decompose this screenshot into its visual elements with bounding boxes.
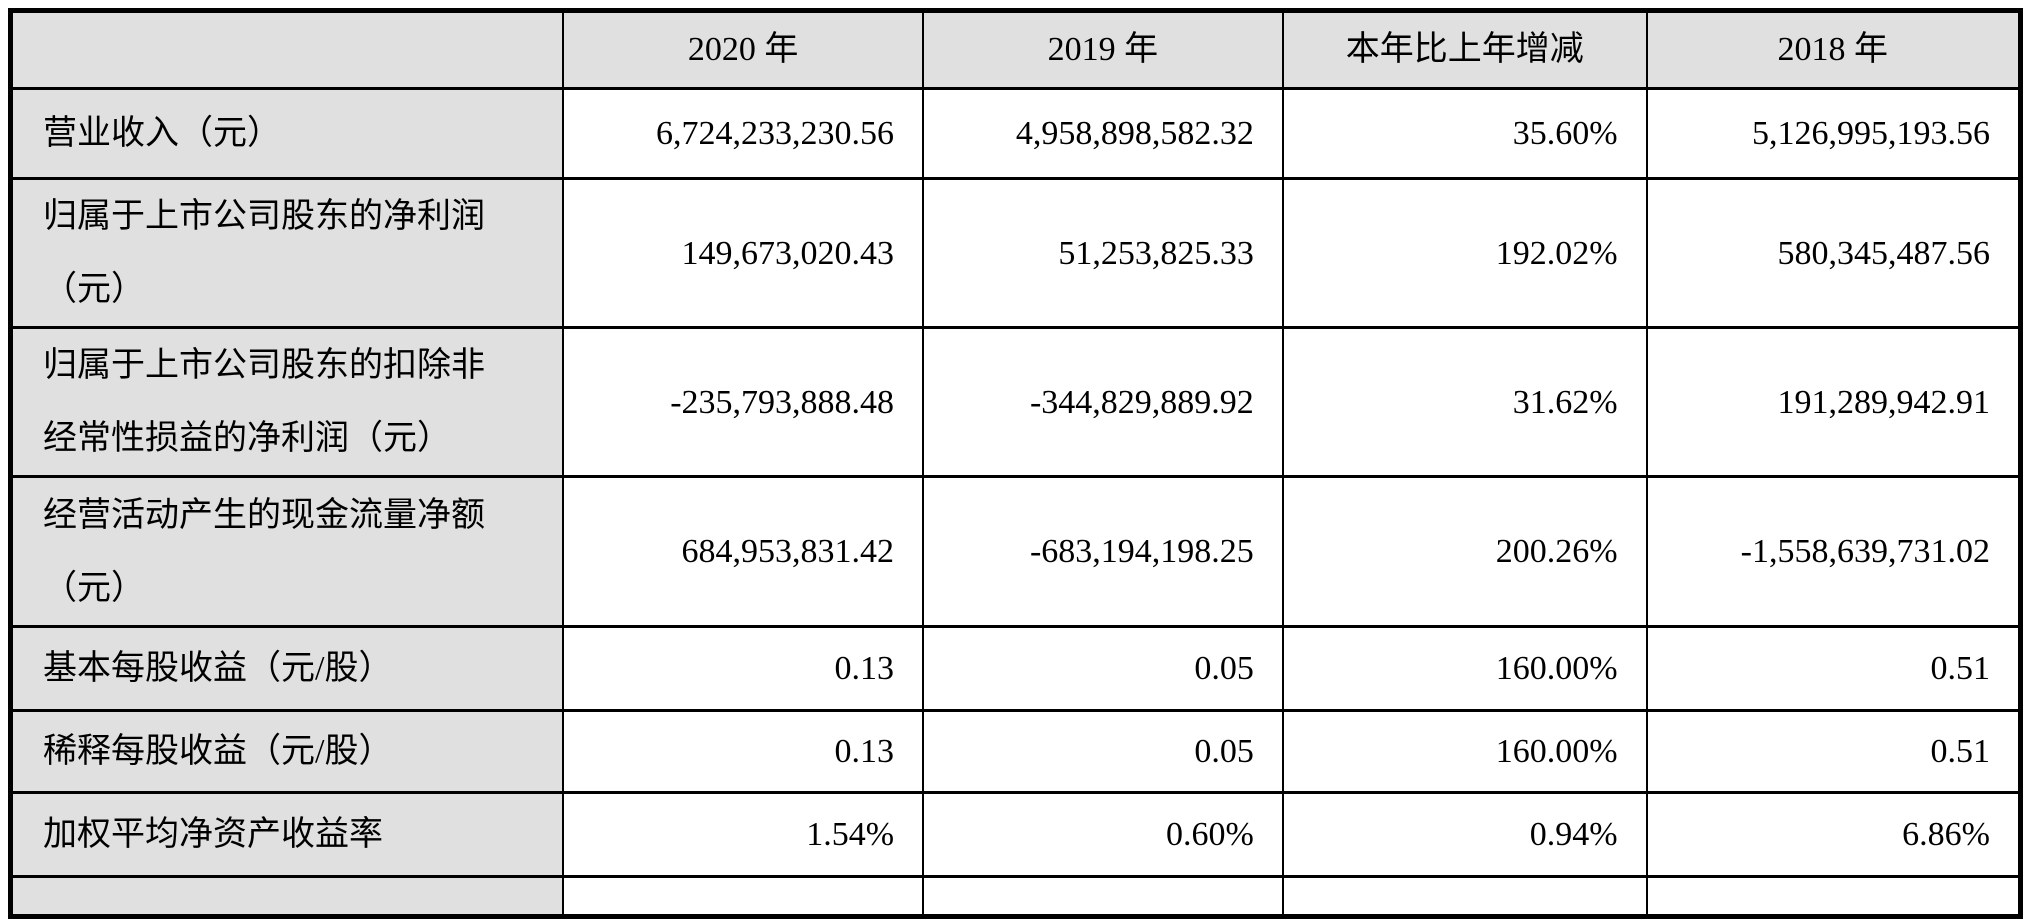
financial-indicators-table: 2020 年 2019 年 本年比上年增减 2018 年 营业收入（元） 6,7… xyxy=(8,8,2023,919)
value-2020: -235,793,888.48 xyxy=(562,326,925,479)
row-label: 加权平均净资产收益率 xyxy=(9,791,565,879)
value-2019: 0.05 xyxy=(922,625,1284,713)
table-row-net-profit: 归属于上市公司股东的净利润（元） 149,673,020.43 51,253,8… xyxy=(9,176,2022,330)
table-row-diluted-eps: 稀释每股收益（元/股） 0.13 0.05 160.00% 0.51 xyxy=(9,709,2022,795)
table-row-partial-clipped xyxy=(9,875,2022,919)
value-2020: 0.13 xyxy=(562,709,925,795)
header-empty-cell xyxy=(9,9,565,90)
value-change: 35.60% xyxy=(1281,87,1648,180)
table-row-operating-revenue: 营业收入（元） 6,724,233,230.56 4,958,898,582.3… xyxy=(9,87,2022,180)
value-2020: 6,724,233,230.56 xyxy=(562,87,925,180)
table-row-basic-eps: 基本每股收益（元/股） 0.13 0.05 160.00% 0.51 xyxy=(9,625,2022,713)
row-label: 稀释每股收益（元/股） xyxy=(9,709,565,795)
row-label: 归属于上市公司股东的扣除非经常性损益的净利润（元） xyxy=(9,326,565,479)
value-change: 0.94% xyxy=(1281,791,1648,879)
row-label: 归属于上市公司股东的净利润（元） xyxy=(9,176,565,330)
value-2019 xyxy=(922,875,1284,919)
value-2018: 0.51 xyxy=(1645,709,2022,795)
row-label xyxy=(9,875,565,919)
value-2018: 0.51 xyxy=(1645,625,2022,713)
value-2019: 4,958,898,582.32 xyxy=(922,87,1284,180)
value-2020: 684,953,831.42 xyxy=(562,475,925,629)
value-2019: 0.60% xyxy=(922,791,1284,879)
value-2018 xyxy=(1645,875,2022,919)
row-label: 经营活动产生的现金流量净额（元） xyxy=(9,475,565,629)
value-change: 200.26% xyxy=(1281,475,1648,629)
value-2020: 0.13 xyxy=(562,625,925,713)
value-2019: -683,194,198.25 xyxy=(922,475,1284,629)
table-row-net-profit-excl-nonrecurring: 归属于上市公司股东的扣除非经常性损益的净利润（元） -235,793,888.4… xyxy=(9,326,2022,479)
value-2018: 6.86% xyxy=(1645,791,2022,879)
value-2018: 580,345,487.56 xyxy=(1645,176,2022,330)
header-yoy-change: 本年比上年增减 xyxy=(1281,9,1648,90)
value-change xyxy=(1281,875,1648,919)
value-2018: 191,289,942.91 xyxy=(1645,326,2022,479)
value-2018: -1,558,639,731.02 xyxy=(1645,475,2022,629)
value-2020: 149,673,020.43 xyxy=(562,176,925,330)
value-2020: 1.54% xyxy=(562,791,925,879)
value-change: 160.00% xyxy=(1281,625,1648,713)
value-2020 xyxy=(562,875,925,919)
row-label: 基本每股收益（元/股） xyxy=(9,625,565,713)
table-row-weighted-avg-roe: 加权平均净资产收益率 1.54% 0.60% 0.94% 6.86% xyxy=(9,791,2022,879)
value-2018: 5,126,995,193.56 xyxy=(1645,87,2022,180)
header-year-2019: 2019 年 xyxy=(922,9,1284,90)
value-2019: -344,829,889.92 xyxy=(922,326,1284,479)
value-change: 192.02% xyxy=(1281,176,1648,330)
value-2019: 51,253,825.33 xyxy=(922,176,1284,330)
value-2019: 0.05 xyxy=(922,709,1284,795)
table-header-row: 2020 年 2019 年 本年比上年增减 2018 年 xyxy=(9,9,2022,90)
header-year-2020: 2020 年 xyxy=(562,9,925,90)
value-change: 31.62% xyxy=(1281,326,1648,479)
value-change: 160.00% xyxy=(1281,709,1648,795)
row-label: 营业收入（元） xyxy=(9,87,565,180)
header-year-2018: 2018 年 xyxy=(1645,9,2022,90)
table-row-operating-cash-flow: 经营活动产生的现金流量净额（元） 684,953,831.42 -683,194… xyxy=(9,475,2022,629)
